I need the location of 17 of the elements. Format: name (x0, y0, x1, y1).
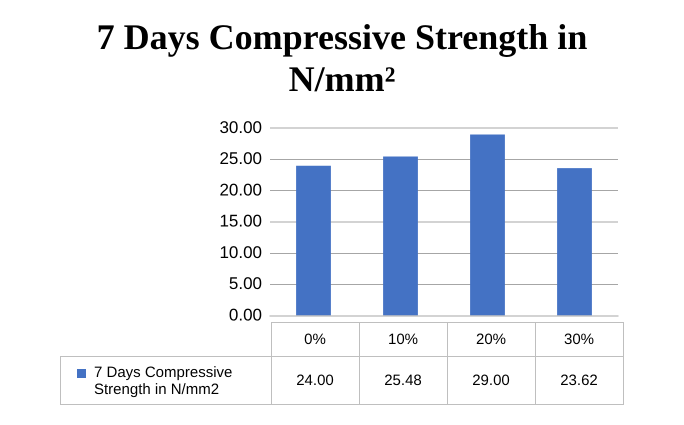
y-tick-label: 5.00 (228, 274, 262, 294)
legend-label: 7 Days Compressive Strength in N/mm2 (94, 364, 234, 398)
y-tick-label: 30.00 (219, 118, 262, 137)
data-label: 24.00 (271, 356, 359, 404)
data-label: 23.62 (535, 356, 623, 404)
y-tick-label: 10.00 (219, 242, 262, 262)
x-tick-label: 20% (447, 322, 535, 356)
x-tick-label: 30% (535, 322, 623, 356)
data-label: 29.00 (447, 356, 535, 404)
data-label: 25.48 (359, 356, 447, 404)
y-tick-label: 15.00 (219, 212, 262, 231)
y-tick-label: 0.00 (228, 305, 262, 324)
y-tick-label: 20.00 (219, 180, 262, 200)
x-tick-label: 10% (359, 322, 447, 356)
y-tick-label: 25.00 (219, 149, 262, 168)
chart-title: 7 Days Compressive Strength in N/mm² (96, 16, 588, 101)
x-tick-label: 0% (271, 322, 359, 356)
